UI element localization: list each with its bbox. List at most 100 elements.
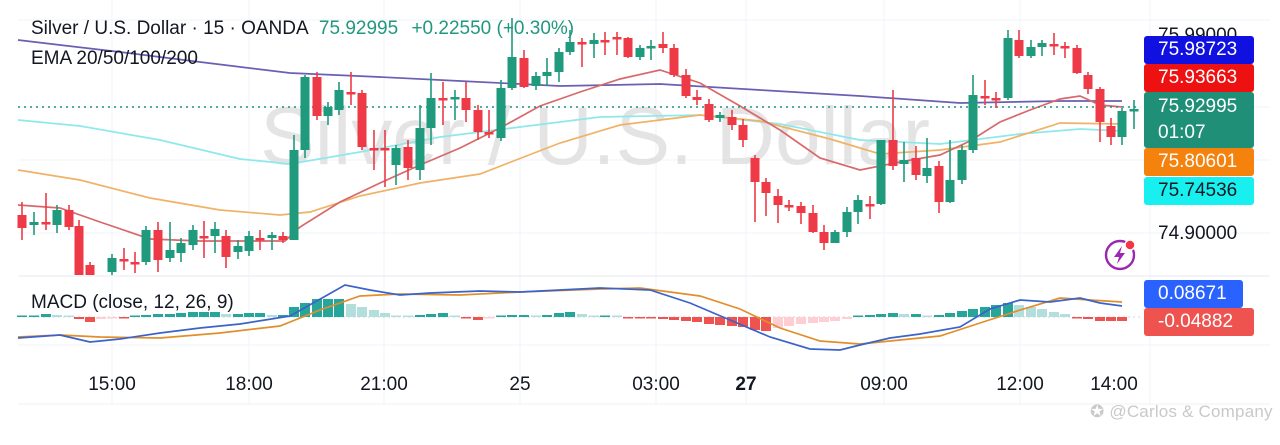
candle [380, 130, 390, 187]
histogram-bar [141, 315, 151, 317]
histogram-bar [1095, 317, 1105, 321]
candle [957, 145, 967, 184]
price-axis-label: 74.90000 [1158, 223, 1237, 244]
candle [715, 112, 725, 122]
candle [1060, 42, 1070, 58]
last-price: 75.92995 [318, 18, 399, 39]
histogram-bar [853, 315, 863, 317]
histogram-bar [438, 313, 448, 317]
histogram-bar [17, 315, 27, 317]
ema-lines [17, 39, 1123, 242]
symbol-title[interactable]: Silver / U.S. Dollar · 15 · OANDA [31, 18, 308, 39]
grid-lines [18, 0, 1270, 404]
candle [1095, 87, 1105, 142]
candle [52, 205, 62, 233]
histogram-bar [119, 317, 129, 319]
ema100-line [17, 114, 1123, 165]
candle [842, 207, 852, 237]
ema-50-tag: 75.80601 [1144, 148, 1254, 176]
candle [1117, 108, 1127, 145]
histogram-bar [531, 315, 541, 317]
candle [773, 189, 783, 223]
ema-200-tag: 75.98723 [1144, 36, 1254, 64]
candle [819, 225, 829, 250]
time-axis-label: 27 [735, 374, 756, 395]
time-axis-label: 18:00 [225, 374, 273, 395]
signal-line [17, 287, 1123, 345]
candle [968, 75, 978, 153]
candle [1003, 30, 1013, 100]
histogram-bar [612, 315, 622, 317]
time-axis-label: 25 [509, 374, 530, 395]
candle [830, 230, 840, 243]
histogram-value-tag: -0.04882 [1144, 308, 1254, 336]
candle [922, 138, 932, 183]
histogram-bar [911, 314, 921, 317]
histogram-bar [635, 317, 645, 319]
candle [1014, 30, 1024, 58]
candle [738, 119, 748, 147]
candle [727, 110, 737, 130]
time-axis-label: 09:00 [860, 374, 908, 395]
candle [312, 72, 322, 120]
candlesticks [17, 18, 1139, 275]
time-axis-label: 21:00 [360, 374, 408, 395]
histogram-bar [796, 317, 806, 324]
candle [357, 90, 367, 150]
candle [461, 82, 471, 122]
histogram-bar [565, 312, 575, 317]
candle [41, 193, 51, 230]
histogram-bar [773, 317, 783, 328]
candle [107, 254, 117, 275]
candle [704, 99, 714, 122]
histogram-bar [426, 314, 436, 317]
histogram-bar [210, 312, 220, 317]
time-axis-label: 03:00 [632, 374, 680, 395]
histogram-bar [589, 315, 599, 317]
candle [669, 44, 679, 77]
histogram-bar [738, 317, 748, 327]
candle [911, 146, 921, 180]
histogram-bar [233, 314, 243, 317]
symbol-legend[interactable]: Silver / U.S. Dollar · 15 · OANDA 75.929… [31, 18, 574, 40]
lightning-alert-icon[interactable] [1102, 236, 1138, 272]
histogram-bar [681, 317, 691, 321]
time-axis-label: 15:00 [88, 374, 136, 395]
candle [934, 161, 944, 213]
histogram-bar [334, 299, 344, 317]
histogram-bar [842, 317, 852, 319]
candle [945, 140, 955, 203]
candle [403, 140, 413, 180]
histogram-bar [29, 315, 39, 317]
histogram-bar [221, 314, 231, 317]
histogram-bar [380, 313, 390, 317]
macd-value-tag: 0.08671 [1144, 280, 1243, 308]
candle [623, 37, 633, 58]
histogram-bar [346, 304, 356, 317]
candle [199, 221, 209, 258]
social-logo-icon: ✪ [1090, 402, 1110, 421]
candle [255, 230, 265, 250]
histogram-bar [255, 313, 265, 317]
histogram-bar [646, 317, 656, 319]
histogram-bar [600, 315, 610, 317]
histogram-bar [153, 314, 163, 317]
candle [808, 205, 818, 233]
macd-legend[interactable]: MACD (close, 12, 26, 9) [31, 292, 234, 313]
candle [1129, 100, 1139, 129]
ema50-line [17, 114, 1123, 216]
histogram-bar [267, 315, 277, 317]
histogram-bar [968, 309, 978, 317]
candle [519, 50, 529, 88]
histogram-bar [52, 315, 62, 317]
time-axis[interactable]: 15:00 18:00 21:00 25 03:00 27 09:00 12:00 14:00 [88, 374, 1138, 395]
candle [635, 45, 645, 60]
candle [888, 90, 898, 170]
candle [565, 30, 575, 55]
candle [1072, 45, 1082, 74]
ema-legend[interactable]: EMA 20/50/100/200 [31, 48, 198, 69]
candle [784, 200, 794, 211]
candle [278, 232, 288, 243]
